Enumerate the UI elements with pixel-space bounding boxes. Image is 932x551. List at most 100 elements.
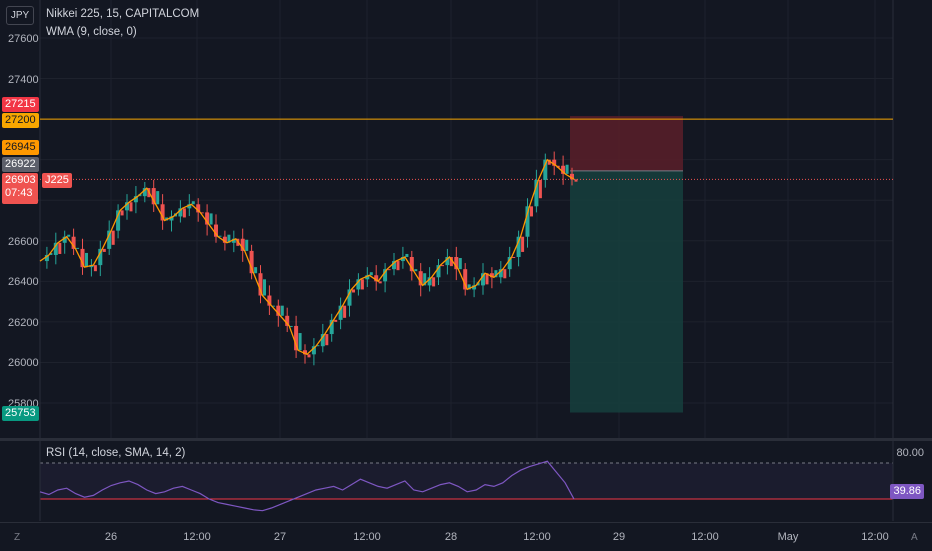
candle-body	[494, 270, 498, 278]
candle-body	[98, 248, 103, 266]
candle-body	[311, 346, 316, 355]
main-chart-pane[interactable]: JPY Nikkei 225, 15, CAPITALCOM WMA (9, c…	[0, 0, 932, 438]
candle-body	[182, 208, 186, 218]
candle-body	[418, 271, 423, 286]
rsi-pane[interactable]: RSI (14, close, SMA, 14, 2) 80.00 39.86	[0, 441, 932, 521]
candle-body	[325, 334, 329, 346]
candle-body	[427, 277, 432, 286]
price-tick: 26400	[8, 276, 39, 288]
candle-body	[231, 238, 236, 243]
candle-body	[369, 272, 373, 276]
candle-body	[102, 248, 106, 252]
time-label: 26	[104, 531, 118, 543]
candle-body	[49, 252, 53, 255]
candle-body	[423, 273, 427, 286]
price-tick: 26200	[8, 317, 39, 329]
candle-body	[178, 208, 183, 217]
candle-body	[570, 173, 574, 180]
current-price: 26903	[5, 174, 36, 186]
candle-body	[156, 191, 160, 205]
candle-body	[392, 261, 396, 270]
candle-body	[111, 230, 115, 245]
candle-body	[449, 257, 453, 267]
candle-body	[289, 325, 293, 327]
rsi-line	[39, 460, 575, 512]
candle-body	[294, 325, 299, 351]
rsi-band	[40, 463, 893, 499]
candle-body	[472, 285, 477, 290]
candle-body	[58, 242, 62, 254]
candle-body	[503, 269, 507, 279]
candle-body	[67, 234, 71, 237]
time-label: 12:00	[861, 531, 889, 543]
candle-body	[516, 236, 521, 257]
candle-body	[200, 212, 204, 214]
time-label: 12:00	[353, 531, 381, 543]
price-tick: 26000	[8, 357, 39, 369]
candle-body	[356, 279, 361, 290]
corner-right[interactable]: A	[911, 532, 918, 543]
currency-button[interactable]: JPY	[6, 6, 34, 25]
rsi-legend[interactable]: RSI (14, close, SMA, 14, 2)	[46, 447, 186, 459]
corner-left[interactable]: Z	[14, 532, 21, 543]
candle-body	[320, 334, 325, 347]
candle-body	[120, 210, 124, 216]
time-label: 12:00	[523, 531, 551, 543]
time-label: 12:00	[691, 531, 719, 543]
candle-body	[347, 289, 352, 306]
candle-body	[271, 305, 275, 307]
candle-body	[405, 253, 409, 257]
candle-body	[365, 275, 370, 280]
current-price-tag: 26903 07:43	[2, 173, 38, 204]
candle-body	[196, 204, 201, 213]
candle-body	[240, 238, 245, 251]
candle-body	[534, 179, 539, 207]
candle-body	[432, 277, 436, 287]
candle-body	[387, 269, 391, 271]
candle-body	[80, 248, 85, 268]
pane-separator[interactable]	[0, 438, 932, 441]
candle-body	[71, 236, 76, 249]
high-price-tag: 26945	[2, 140, 39, 155]
candle-body	[374, 275, 379, 282]
candle-body	[352, 289, 355, 293]
candle-body	[521, 236, 525, 252]
wma-legend[interactable]: WMA (9, close, 0)	[46, 26, 137, 38]
candle-body	[512, 257, 516, 259]
candle-body	[574, 179, 578, 182]
candle-body	[93, 265, 97, 272]
candle-body	[547, 159, 551, 165]
candle-body	[543, 159, 548, 180]
candle-body	[222, 236, 227, 243]
candle-body	[414, 269, 418, 272]
stop-loss-zone	[570, 116, 683, 171]
candle-body	[383, 269, 388, 282]
candle-body	[525, 206, 530, 237]
candle-body	[436, 265, 441, 278]
rsi-chart[interactable]	[0, 441, 932, 521]
bar-countdown: 07:43	[5, 187, 33, 199]
candle-body	[467, 284, 471, 290]
candle-body	[298, 333, 302, 351]
candle-body	[485, 273, 489, 285]
candle-body	[507, 257, 512, 270]
candle-body	[530, 206, 533, 217]
rsi-value-tag: 39.86	[890, 484, 924, 499]
price-chart[interactable]	[0, 0, 932, 438]
candle-body	[552, 159, 557, 166]
candle-body	[280, 305, 284, 316]
candle-body	[458, 258, 462, 270]
candle-body	[160, 204, 165, 221]
candle-body	[44, 254, 49, 262]
candle-body	[498, 269, 503, 278]
candle-body	[400, 257, 405, 262]
candle-body	[76, 247, 80, 249]
candle-body	[245, 239, 249, 251]
time-axis[interactable]: Z 26 12:00 27 12:00 28 12:00 29 12:00 Ma…	[0, 522, 932, 551]
candle-body	[454, 257, 459, 270]
candle-body	[441, 265, 444, 267]
time-label: 12:00	[183, 531, 211, 543]
target-price-tag: 25753	[2, 406, 39, 421]
candle-body	[125, 202, 129, 211]
price-tick: 26600	[8, 236, 39, 248]
